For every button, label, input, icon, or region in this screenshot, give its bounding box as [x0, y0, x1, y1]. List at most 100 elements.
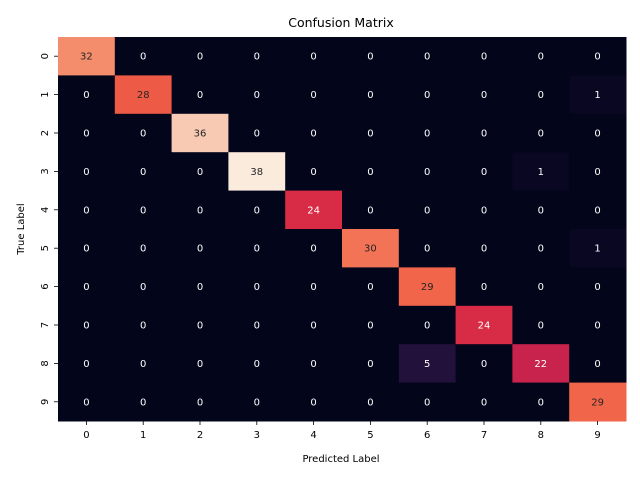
heatmap-cells: 32 0 0 0 0 0 0 0 0 0 0 28 0 0 0 0 0 0 0 1 0 0 36 0 0 0 0 0 0 0 0 0 0 38 0 0…: [58, 37, 627, 422]
heatmap-cell-5-7: [455, 229, 513, 268]
cell-value-label: 0: [367, 321, 373, 332]
heatmap-cell-0-4: [285, 37, 343, 76]
heatmap-cell-6-4: [285, 267, 343, 307]
cell-value-label: 24: [478, 321, 491, 332]
cell-value-label: 0: [481, 359, 487, 370]
heatmap-cell-1-8: [512, 75, 570, 115]
cell-value-label: 0: [367, 90, 373, 101]
heatmap-cell-6-2: [171, 267, 229, 307]
x-axis: 0 1 2 3 4 5 6 7 8 9: [83, 421, 601, 441]
cell-value-label: 0: [83, 244, 89, 255]
heatmap-cell-4-8: [512, 190, 570, 230]
heatmap-cell-8-4: [285, 344, 343, 384]
cell-value-label: 0: [481, 167, 487, 178]
heatmap-cell-3-0: [58, 152, 116, 192]
cell-value-label: 0: [538, 52, 544, 63]
heatmap-cell-9-8: [512, 382, 570, 422]
cell-value-label: 0: [538, 90, 544, 101]
heatmap-cell-0-2: [171, 37, 229, 76]
x-tick-label: 6: [424, 430, 430, 441]
cell-value-label: 0: [367, 359, 373, 370]
cell-value-label: 0: [197, 90, 203, 101]
heatmap-cell-9-6: [398, 382, 457, 422]
heatmap-cell-5-3: [228, 229, 286, 268]
cell-value-label: 1: [594, 244, 600, 255]
cell-value-label: 0: [538, 205, 544, 216]
cell-value-label: 0: [481, 282, 487, 293]
cell-value-label: 0: [254, 129, 260, 140]
heatmap-cell-2-6: [398, 113, 457, 153]
cell-value-label: 0: [197, 397, 203, 408]
heatmap-cell-6-1: [114, 267, 173, 307]
cell-value-label: 0: [310, 244, 316, 255]
heatmap-cell-4-7: [455, 190, 513, 230]
y-axis-label: True Label: [16, 203, 27, 255]
x-tick-label: 9: [594, 430, 600, 441]
x-tick-label: 7: [481, 430, 487, 441]
cell-value-label: 0: [197, 167, 203, 178]
heatmap-cell-6-5: [342, 267, 400, 307]
cell-value-label: 0: [424, 167, 430, 178]
cell-value-label: 0: [310, 90, 316, 101]
cell-value-label: 0: [254, 205, 260, 216]
cell-value-label: 0: [481, 129, 487, 140]
x-tick-label: 2: [197, 430, 203, 441]
cell-value-label: 0: [367, 282, 373, 293]
cell-value-label: 29: [421, 282, 434, 293]
cell-value-label: 0: [197, 205, 203, 216]
heatmap-cell-8-5: [342, 344, 400, 384]
heatmap-cell-7-6: [398, 305, 457, 345]
x-tick-label: 1: [140, 430, 146, 441]
cell-value-label: 38: [250, 167, 263, 178]
heatmap-cell-4-4: [285, 190, 343, 230]
cell-value-label: 0: [538, 282, 544, 293]
y-tick-label: 9: [40, 399, 51, 405]
cell-value-label: 36: [194, 129, 207, 140]
y-tick-label: 4: [40, 207, 51, 213]
cell-value-label: 0: [140, 52, 146, 63]
heatmap-cell-2-4: [285, 113, 343, 153]
heatmap-cell-5-0: [58, 229, 116, 268]
heatmap-cell-5-8: [512, 229, 570, 268]
cell-value-label: 0: [310, 282, 316, 293]
cell-value-label: 0: [254, 52, 260, 63]
heatmap-cell-0-8: [512, 37, 570, 76]
cell-value-label: 0: [197, 52, 203, 63]
cell-value-label: 0: [538, 321, 544, 332]
cell-value-label: 0: [594, 359, 600, 370]
cell-value-label: 0: [594, 52, 600, 63]
cell-value-label: 0: [140, 244, 146, 255]
heatmap-cell-6-0: [58, 267, 116, 307]
heatmap-cell-4-2: [171, 190, 229, 230]
heatmap-cell-7-9: [569, 305, 627, 345]
cell-value-label: 0: [424, 205, 430, 216]
heatmap-cell-8-0: [58, 344, 116, 384]
cell-value-label: 32: [80, 52, 93, 63]
x-axis-label: Predicted Label: [302, 454, 379, 465]
heatmap-cell-2-1: [114, 113, 173, 153]
cell-value-label: 0: [367, 129, 373, 140]
cell-value-label: 0: [424, 321, 430, 332]
heatmap-cell-6-9: [569, 267, 627, 307]
cell-value-label: 0: [594, 167, 600, 178]
heatmap-cell-0-0: [58, 37, 116, 76]
heatmap-cell-9-3: [228, 382, 286, 422]
cell-value-label: 0: [424, 244, 430, 255]
heatmap-cell-4-3: [228, 190, 286, 230]
cell-value-label: 22: [534, 359, 547, 370]
heatmap-cell-7-1: [114, 305, 173, 345]
y-tick-label: 5: [40, 245, 51, 251]
cell-value-label: 0: [254, 282, 260, 293]
cell-value-label: 0: [83, 90, 89, 101]
cell-value-label: 0: [140, 321, 146, 332]
x-tick-label: 5: [367, 430, 373, 441]
cell-value-label: 0: [538, 129, 544, 140]
heatmap-cell-2-5: [342, 113, 400, 153]
heatmap-cell-1-4: [285, 75, 343, 115]
cell-value-label: 0: [140, 359, 146, 370]
cell-value-label: 1: [538, 167, 544, 178]
y-tick-label: 1: [40, 91, 51, 97]
x-tick-label: 0: [83, 430, 89, 441]
heatmap-cell-5-6: [398, 229, 457, 268]
heatmap-cell-1-5: [342, 75, 400, 115]
